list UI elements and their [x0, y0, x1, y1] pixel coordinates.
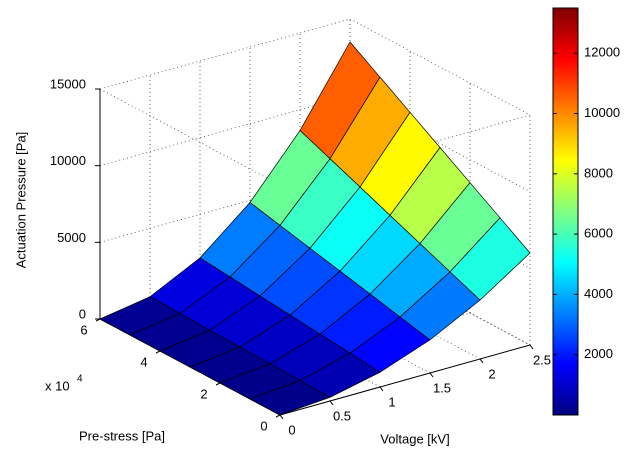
y-tick	[215, 382, 221, 386]
y-tick-label: 0	[260, 418, 267, 433]
surface	[99, 41, 531, 416]
colorbar-tick-label: 12000	[584, 45, 620, 60]
y-axis-label: Pre-stress [Pa]	[79, 428, 165, 443]
box-edge	[99, 88, 281, 186]
x-tick	[379, 386, 384, 392]
x-tick	[329, 400, 334, 406]
y-tick	[275, 414, 281, 418]
x-tick	[279, 414, 284, 420]
y-multiplier-exponent: 4	[77, 374, 83, 385]
x-tick-label: 0.5	[333, 408, 351, 423]
y-tick-label: 6	[80, 322, 87, 337]
z-tick-label: 0	[79, 306, 86, 321]
colorbar-tick-label: 6000	[584, 226, 613, 241]
surface-cell	[249, 380, 331, 416]
y-tick	[155, 350, 161, 354]
y-tick-label: 4	[140, 354, 147, 369]
x-tick-label: 2	[488, 366, 495, 381]
colorbar	[552, 7, 579, 416]
x-tick	[479, 358, 484, 364]
colorbar-tick-label: 10000	[584, 105, 620, 120]
x-tick	[429, 372, 434, 378]
x-tick-label: 2.5	[533, 352, 551, 367]
y-tick-label: 2	[200, 386, 207, 401]
x-axis-line	[279, 344, 531, 416]
x-tick	[529, 344, 534, 350]
colorbar-tick-label: 4000	[584, 286, 613, 301]
z-tick-label: 5000	[57, 230, 86, 245]
x-axis-label: Voltage [kV]	[380, 431, 449, 446]
y-multiplier: x 10	[45, 378, 70, 393]
colorbar-tick-label: 2000	[584, 346, 613, 361]
x-tick-label: 1.5	[433, 380, 451, 395]
grid-line	[99, 18, 351, 90]
z-tick-label: 10000	[50, 153, 86, 168]
z-tick-label: 15000	[50, 76, 86, 91]
grid-line	[99, 95, 351, 167]
x-tick-label: 1	[388, 394, 395, 409]
colorbar-tick-label: 8000	[584, 165, 613, 180]
z-axis-label: Actuation Pressure [Pa]	[13, 132, 28, 269]
x-tick-label: 0	[288, 422, 295, 437]
